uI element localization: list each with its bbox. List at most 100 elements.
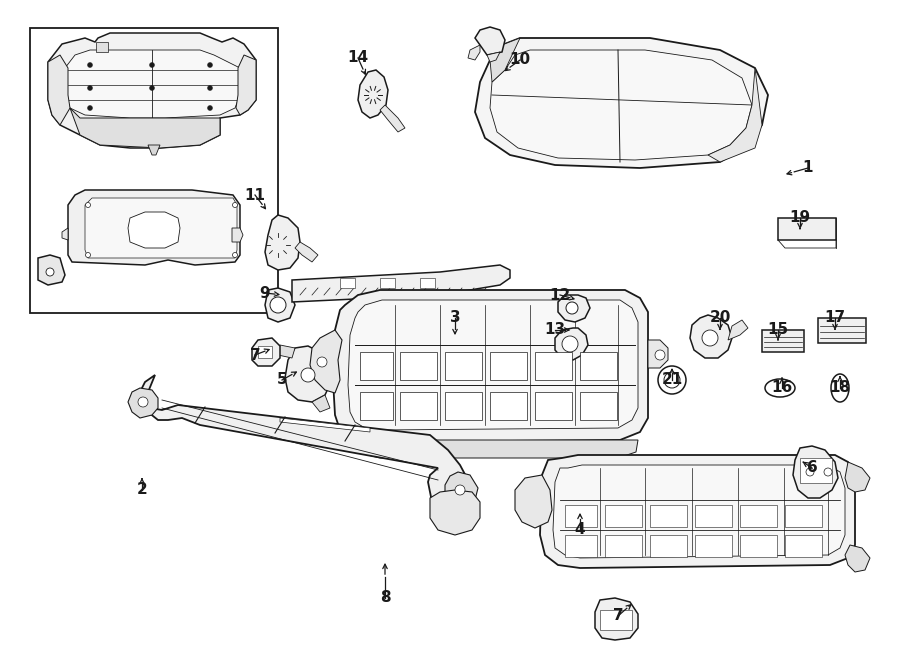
Circle shape xyxy=(87,85,93,91)
Polygon shape xyxy=(845,462,870,492)
Polygon shape xyxy=(68,190,240,265)
Polygon shape xyxy=(128,388,158,418)
Bar xyxy=(535,352,572,380)
Text: 18: 18 xyxy=(830,381,850,395)
Circle shape xyxy=(149,85,155,91)
Polygon shape xyxy=(265,215,300,270)
Bar xyxy=(650,505,687,527)
Ellipse shape xyxy=(765,379,795,397)
Polygon shape xyxy=(65,50,240,118)
Polygon shape xyxy=(252,338,280,366)
Text: 14: 14 xyxy=(347,50,369,65)
Circle shape xyxy=(208,63,212,67)
Text: 17: 17 xyxy=(824,311,846,325)
Circle shape xyxy=(87,106,93,110)
Bar xyxy=(778,218,836,240)
Polygon shape xyxy=(690,315,732,358)
Text: 7: 7 xyxy=(249,348,260,362)
Bar xyxy=(785,505,822,527)
Circle shape xyxy=(87,63,93,67)
Polygon shape xyxy=(48,33,256,148)
Polygon shape xyxy=(232,228,243,242)
Polygon shape xyxy=(475,38,768,168)
Polygon shape xyxy=(380,105,405,132)
Polygon shape xyxy=(490,50,752,160)
Polygon shape xyxy=(555,328,588,360)
Bar xyxy=(490,392,527,420)
Bar xyxy=(785,535,822,557)
Text: 15: 15 xyxy=(768,323,788,338)
Circle shape xyxy=(270,297,286,313)
Polygon shape xyxy=(48,55,70,125)
Circle shape xyxy=(317,357,327,367)
Polygon shape xyxy=(648,340,668,368)
Bar xyxy=(340,278,355,288)
Text: 4: 4 xyxy=(575,522,585,537)
Circle shape xyxy=(824,468,832,476)
Text: 10: 10 xyxy=(509,52,531,67)
Polygon shape xyxy=(140,375,472,512)
Polygon shape xyxy=(62,228,68,240)
Text: 3: 3 xyxy=(450,311,460,325)
Ellipse shape xyxy=(831,374,849,402)
Polygon shape xyxy=(70,108,220,148)
Bar xyxy=(400,392,437,420)
Bar xyxy=(762,330,804,352)
Polygon shape xyxy=(295,242,318,262)
Polygon shape xyxy=(348,300,638,430)
Bar xyxy=(565,535,597,557)
Polygon shape xyxy=(540,455,855,568)
Circle shape xyxy=(655,350,665,360)
Bar xyxy=(420,278,435,288)
Polygon shape xyxy=(475,27,505,55)
Bar xyxy=(818,318,866,343)
Bar xyxy=(490,352,527,380)
Bar xyxy=(605,505,642,527)
Polygon shape xyxy=(265,288,295,322)
Circle shape xyxy=(806,468,814,476)
Polygon shape xyxy=(236,55,256,115)
Polygon shape xyxy=(285,346,332,402)
Circle shape xyxy=(149,63,155,67)
Circle shape xyxy=(208,106,212,110)
Bar xyxy=(258,346,272,358)
Polygon shape xyxy=(85,198,237,258)
Circle shape xyxy=(208,85,212,91)
Polygon shape xyxy=(793,446,838,498)
Bar xyxy=(360,352,393,380)
Bar xyxy=(535,392,572,420)
Text: 13: 13 xyxy=(544,323,565,338)
Text: 19: 19 xyxy=(789,210,811,225)
Bar xyxy=(445,392,482,420)
Text: 20: 20 xyxy=(709,311,731,325)
Text: 6: 6 xyxy=(806,461,817,475)
Bar xyxy=(360,392,393,420)
Polygon shape xyxy=(128,212,180,248)
Bar xyxy=(445,352,482,380)
Polygon shape xyxy=(595,598,638,640)
Bar xyxy=(30,28,278,313)
Text: 5: 5 xyxy=(276,373,287,387)
Bar xyxy=(605,535,642,557)
Bar xyxy=(740,535,777,557)
Bar xyxy=(580,352,617,380)
Bar xyxy=(695,535,732,557)
Polygon shape xyxy=(280,418,370,432)
Text: 11: 11 xyxy=(245,188,266,202)
Polygon shape xyxy=(38,255,65,285)
Circle shape xyxy=(86,202,91,208)
Circle shape xyxy=(658,366,686,394)
Polygon shape xyxy=(468,45,480,60)
Circle shape xyxy=(664,372,680,388)
Bar xyxy=(600,610,632,630)
Polygon shape xyxy=(333,290,648,442)
Polygon shape xyxy=(292,265,510,302)
Polygon shape xyxy=(558,295,590,322)
Polygon shape xyxy=(355,440,638,458)
Text: 16: 16 xyxy=(771,381,793,395)
Bar xyxy=(740,505,777,527)
Circle shape xyxy=(455,485,465,495)
Circle shape xyxy=(562,336,578,352)
Text: 12: 12 xyxy=(549,288,571,303)
Circle shape xyxy=(232,253,238,258)
